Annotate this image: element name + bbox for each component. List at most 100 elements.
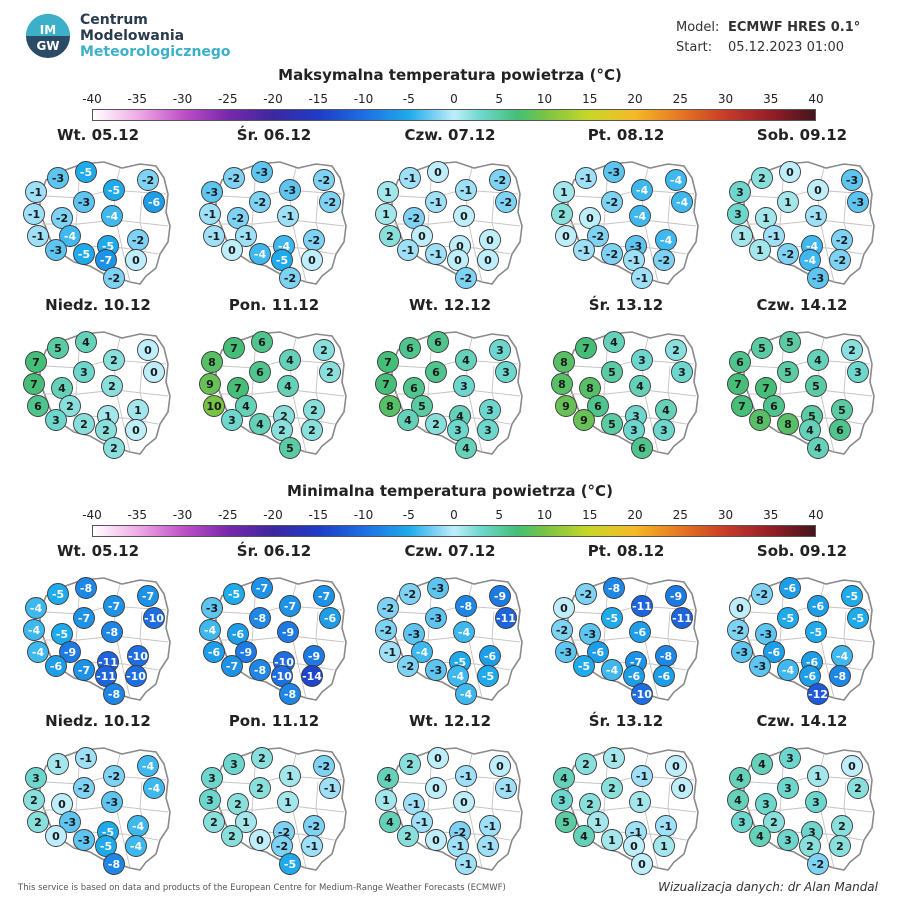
org-name: Centrum Modelowania Meteorologicznego (80, 12, 231, 60)
station-dot (631, 853, 653, 875)
station-value: 8 (560, 356, 568, 369)
station-marker: -5 (601, 607, 623, 629)
station-dot (103, 853, 125, 875)
station-dot (377, 767, 399, 789)
station-marker: 0 (631, 853, 653, 875)
station-dot (425, 243, 447, 265)
station-dot (489, 169, 511, 191)
region-border (45, 775, 167, 785)
station-value: 2 (386, 230, 394, 243)
station-dot (587, 811, 609, 833)
station-value: -8 (608, 582, 620, 595)
station-marker: -10 (127, 645, 149, 667)
station-marker: -5 (573, 655, 595, 677)
station-value: -5 (852, 612, 864, 625)
station-value: 1 (104, 410, 112, 423)
station-value: -3 (608, 166, 620, 179)
station-marker: -3 (251, 161, 273, 183)
station-value: -2 (606, 248, 618, 261)
station-dot (455, 437, 477, 459)
station-dot (223, 583, 245, 605)
station-value: 4 (256, 418, 264, 431)
station-dot (125, 249, 147, 271)
station-dot (95, 835, 117, 857)
scale-tick-label: 20 (627, 508, 643, 522)
station-value: 2 (432, 418, 440, 431)
scale-tick-label: 25 (672, 92, 688, 106)
station-value: -1 (636, 272, 648, 285)
station-marker: 0 (555, 225, 577, 247)
station-marker: 8 (553, 351, 575, 373)
station-value: 4 (756, 830, 764, 843)
station-marker: 2 (799, 835, 821, 857)
station-marker: -2 (303, 815, 325, 837)
station-dot (841, 585, 863, 607)
station-marker: -8 (829, 665, 851, 687)
station-value: -8 (106, 626, 118, 639)
station-marker: 2 (763, 811, 785, 833)
station-value: -2 (460, 272, 472, 285)
station-value: -3 (106, 796, 118, 809)
scale-tick-label: 15 (582, 92, 598, 106)
start-label: Start: (676, 40, 713, 55)
station-dot (201, 351, 223, 373)
station-value: 2 (34, 816, 42, 829)
station-dot (23, 203, 45, 225)
station-marker: -1 (235, 225, 257, 247)
scale-tick-label: -40 (82, 508, 102, 522)
station-value: 4 (560, 772, 568, 785)
station-dot (313, 339, 335, 361)
station-dot (143, 361, 165, 383)
station-marker: 3 (489, 339, 511, 361)
station-value: 1 (284, 796, 292, 809)
station-dot (403, 793, 425, 815)
station-value: -4 (636, 184, 649, 197)
station-marker: 7 (227, 377, 249, 399)
station-marker: -6 (799, 665, 821, 687)
station-value: -1 (430, 196, 442, 209)
station-marker: 6 (27, 395, 49, 417)
station-marker: -4 (125, 835, 147, 857)
station-marker: 3 (495, 361, 517, 383)
station-marker: -3 (201, 181, 223, 203)
station-marker: 0 (447, 249, 469, 271)
station-value: -5 (80, 166, 92, 179)
station-value: -7 (256, 582, 268, 595)
station-value: 0 (58, 798, 66, 811)
station-value: 3 (52, 414, 60, 427)
station-value: 1 (660, 840, 668, 853)
station-value: 4 (384, 772, 392, 785)
station-marker: -4 (249, 243, 271, 265)
station-dot (731, 395, 753, 417)
station-value: -2 (324, 196, 336, 209)
station-dot (249, 413, 271, 435)
station-marker: -2 (137, 169, 159, 191)
station-value: 6 (34, 400, 42, 413)
station-dot (805, 205, 827, 227)
station-dot (313, 169, 335, 191)
station-marker: -6 (479, 645, 501, 667)
station-value: -2 (108, 272, 120, 285)
station-marker: 0 (301, 249, 323, 271)
station-dot (579, 207, 601, 229)
ecmwf-attribution: This service is based on data and produc… (18, 883, 506, 893)
station-value: -5 (52, 588, 64, 601)
station-marker: 0 (427, 747, 449, 769)
station-marker: -5 (847, 607, 869, 629)
station-marker: 0 (249, 829, 271, 851)
station-dot (75, 577, 97, 599)
station-marker: -9 (303, 645, 325, 667)
station-value: 5 (608, 418, 616, 431)
station-dot (631, 595, 653, 617)
station-dot (447, 249, 469, 271)
station-dot (277, 375, 299, 397)
station-value: -5 (108, 184, 120, 197)
station-value: 5 (562, 816, 570, 829)
station-marker: -3 (749, 655, 771, 677)
station-marker: -7 (279, 595, 301, 617)
station-marker: 2 (579, 793, 601, 815)
max-section-title: Maksymalna temperatura powietrza (°C) (278, 66, 622, 84)
station-value: -5 (284, 858, 296, 871)
station-dot (47, 753, 69, 775)
